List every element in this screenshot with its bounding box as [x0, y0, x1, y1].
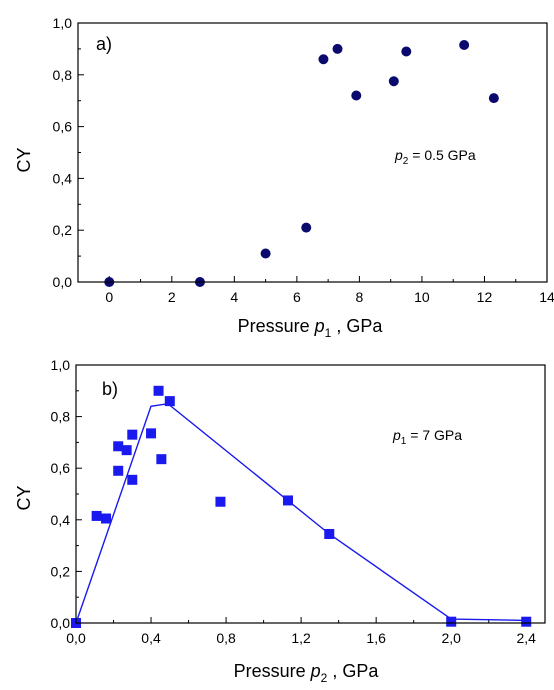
data-point-b [215, 496, 226, 507]
xlabel-a: Pressure p1 , GPa [238, 316, 384, 340]
xtick-label-b: 0,4 [141, 630, 161, 646]
panel-label-b: b) [102, 379, 118, 399]
ytick-label-b: 0,4 [51, 512, 71, 528]
xlabel-b-suffix: , GPa [327, 661, 379, 681]
data-point-b [153, 385, 164, 396]
panel-a: 0 2 4 6 8 10 12 140,00,20,40,60,81,0 a) p2 = 0.… [14, 15, 554, 340]
data-point-a [318, 54, 329, 65]
xlabel-a-sub: 1 [325, 326, 332, 340]
ylabel-a: CY [14, 147, 34, 172]
xtick-label-a: 0 [105, 289, 113, 305]
xlabel-a-prefix: Pressure [238, 316, 315, 336]
xtick-label-a: 4 [230, 289, 238, 305]
data-point-a [388, 76, 399, 87]
plot-frame-a [77, 22, 548, 283]
ytick-label-b: 0,8 [51, 409, 71, 425]
ytick-label-a: 1,0 [53, 15, 73, 31]
xlabel-b-prefix: Pressure [234, 661, 311, 681]
data-point-a [351, 90, 362, 101]
data-point-a [459, 40, 470, 51]
data-point-a [488, 93, 499, 104]
xtick-label-b: 1,6 [366, 630, 386, 646]
xtick-label-b: 2,4 [517, 630, 537, 646]
annotation-a-rest: = 0.5 GPa [408, 147, 476, 163]
xtick-label-a: 8 [356, 289, 364, 305]
data-point-b [164, 396, 175, 407]
data-point-b [324, 528, 335, 539]
xtick-label-b: 0,0 [66, 630, 86, 646]
xtick-label-a: 2 [168, 289, 176, 305]
annotation-b-rest: = 7 GPa [406, 427, 462, 443]
ytick-label-a: 0,2 [53, 222, 73, 238]
data-point-b [91, 510, 102, 521]
ytick-label-b: 1,0 [51, 357, 71, 373]
xtick-label-a: 12 [477, 289, 493, 305]
data-point-b [101, 513, 112, 524]
ytick-label-a: 0,4 [53, 170, 73, 186]
xtick-label-b: 2,0 [441, 630, 461, 646]
data-point-b [282, 495, 293, 506]
xlabel-a-var: p [314, 316, 325, 336]
data-point-a [332, 43, 343, 54]
data-point-b [156, 454, 167, 465]
data-point-b [146, 428, 157, 439]
xlabel-b-var: p [310, 661, 321, 681]
xlabel-a-suffix: , GPa [331, 316, 383, 336]
xlabel-b: Pressure p2 , GPa [234, 661, 380, 685]
xtick-label-b: 1,2 [291, 630, 311, 646]
xlabel-b-sub: 2 [321, 671, 328, 685]
annotation-a-sub: 2 [403, 156, 409, 167]
annotation-a-var: p [394, 147, 403, 163]
plot-frame-b [75, 364, 546, 624]
data-point-a [401, 46, 412, 57]
ytick-label-b: 0,6 [51, 460, 71, 476]
xtick-label-b: 0,8 [216, 630, 236, 646]
annotation-b: p1 = 7 GPa [392, 427, 462, 447]
xtick-label-a: 10 [414, 289, 430, 305]
ytick-label-a: 0,6 [53, 119, 73, 135]
data-point-b [521, 616, 532, 627]
fit-line-b [75, 402, 527, 624]
xtick-label-a: 6 [293, 289, 301, 305]
data-point-b [113, 465, 124, 476]
data-point-b [127, 474, 138, 485]
data-point-b [446, 616, 457, 627]
data-point-b [127, 429, 138, 440]
ytick-label-a: 0,8 [53, 67, 73, 83]
ytick-label-b: 0,0 [51, 615, 71, 631]
data-point-a [260, 248, 271, 259]
ytick-label-a: 0,0 [53, 274, 73, 290]
annotation-b-sub: 1 [401, 436, 407, 447]
xtick-label-a: 14 [539, 289, 554, 305]
panel-label-a: a) [96, 34, 112, 54]
annotation-b-var: p [392, 427, 401, 443]
ytick-label-b: 0,2 [51, 563, 71, 579]
ylabel-b: CY [14, 485, 34, 510]
panel-b: 0,0 0,4 0,8 1,2 1,6 2,0 2,40,00,20,40,60,81,0 … [14, 357, 546, 685]
data-point-b [113, 441, 124, 452]
data-point-a [301, 222, 312, 233]
annotation-a: p2 = 0.5 GPa [394, 147, 476, 167]
data-point-b [121, 445, 132, 456]
